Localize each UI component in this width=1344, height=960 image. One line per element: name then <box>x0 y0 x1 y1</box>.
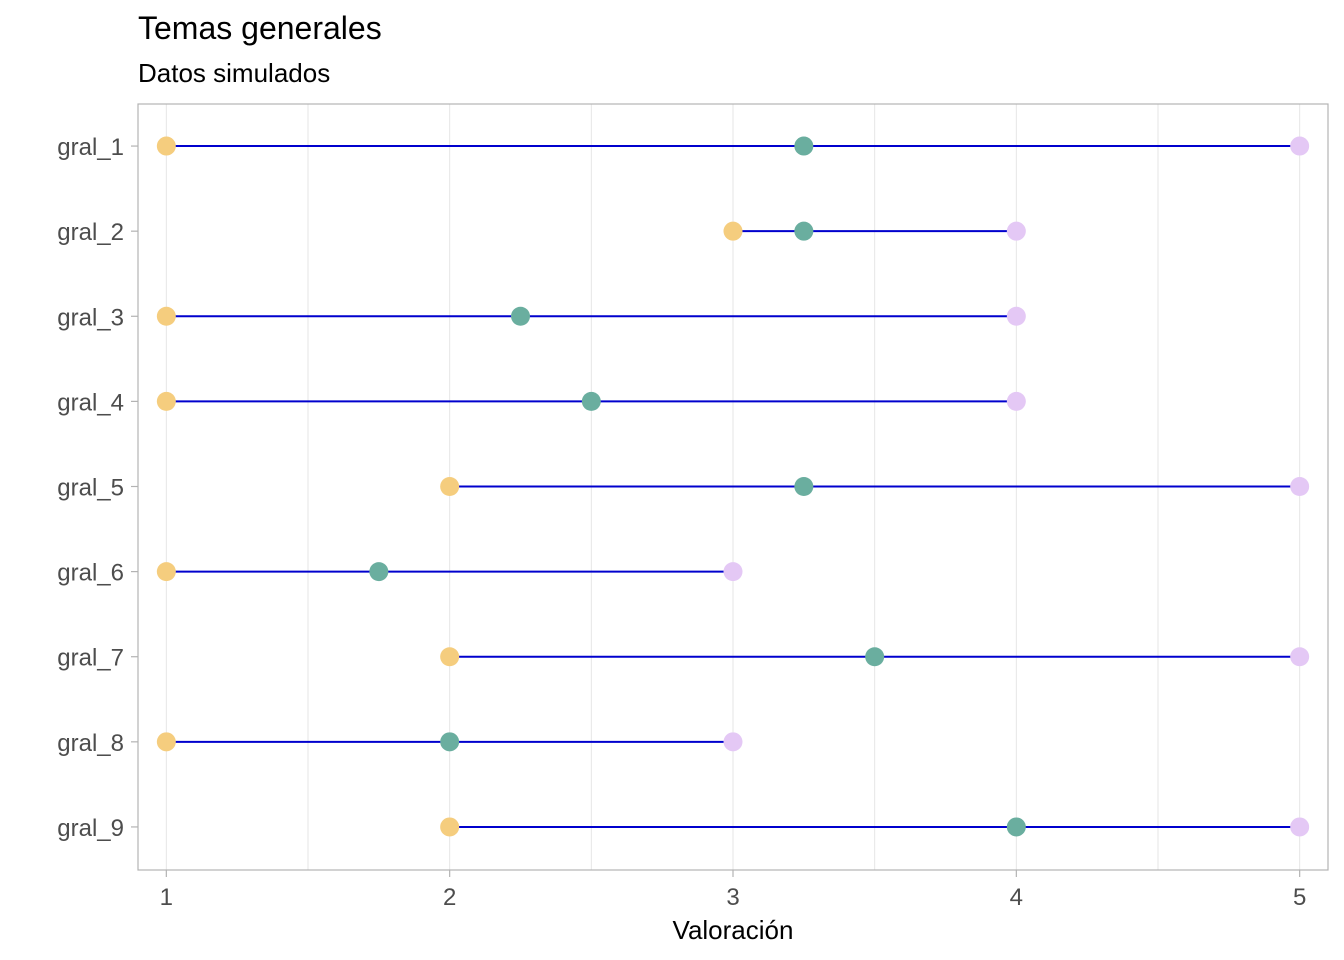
mid-point <box>440 732 460 752</box>
high-point <box>723 732 743 752</box>
point-layer <box>156 136 1310 837</box>
x-tick-label: 5 <box>1293 884 1306 911</box>
high-point <box>723 562 743 582</box>
low-point <box>440 817 460 837</box>
high-point <box>1290 817 1310 837</box>
low-point <box>440 647 460 667</box>
mid-point <box>865 647 885 667</box>
y-tick-label: gral_5 <box>57 475 124 502</box>
chart-subtitle: Datos simulados <box>138 58 331 88</box>
mid-point <box>369 562 389 582</box>
low-point <box>156 136 176 156</box>
y-tick-label: gral_6 <box>57 560 124 587</box>
y-tick-label: gral_4 <box>57 389 124 416</box>
x-axis: 1 2 3 4 5 <box>160 870 1306 911</box>
low-point <box>723 221 743 241</box>
y-tick-label: gral_8 <box>57 730 124 757</box>
low-point <box>156 562 176 582</box>
mid-point <box>794 221 814 241</box>
high-point <box>1006 221 1026 241</box>
x-tick-label: 3 <box>726 884 739 911</box>
low-point <box>440 477 460 496</box>
x-axis-title: Valoración <box>673 915 794 945</box>
y-tick-label: gral_7 <box>57 645 124 672</box>
x-tick-label: 1 <box>160 884 173 911</box>
low-point <box>156 391 176 411</box>
mid-point <box>1006 817 1026 837</box>
mid-point <box>794 136 814 156</box>
y-tick-label: gral_1 <box>57 134 124 161</box>
high-point <box>1006 306 1026 326</box>
mid-point <box>794 477 814 496</box>
y-axis: gral_1 gral_2 gral_3 gral_4 gral_5 gral_6gral… <box>57 134 138 842</box>
high-point <box>1290 136 1310 156</box>
y-tick-label: gral_9 <box>57 815 124 842</box>
low-point <box>156 732 176 752</box>
mid-point <box>581 391 601 411</box>
high-point <box>1290 647 1310 667</box>
x-tick-label: 4 <box>1010 884 1023 911</box>
y-tick-label: gral_2 <box>57 219 124 246</box>
mid-point <box>511 306 530 326</box>
chart-title: Temas generales <box>138 10 382 46</box>
high-point <box>1006 391 1026 411</box>
low-point <box>156 306 176 326</box>
x-tick-label: 2 <box>443 884 456 911</box>
y-tick-label: gral_3 <box>57 304 124 331</box>
high-point <box>1290 477 1310 496</box>
